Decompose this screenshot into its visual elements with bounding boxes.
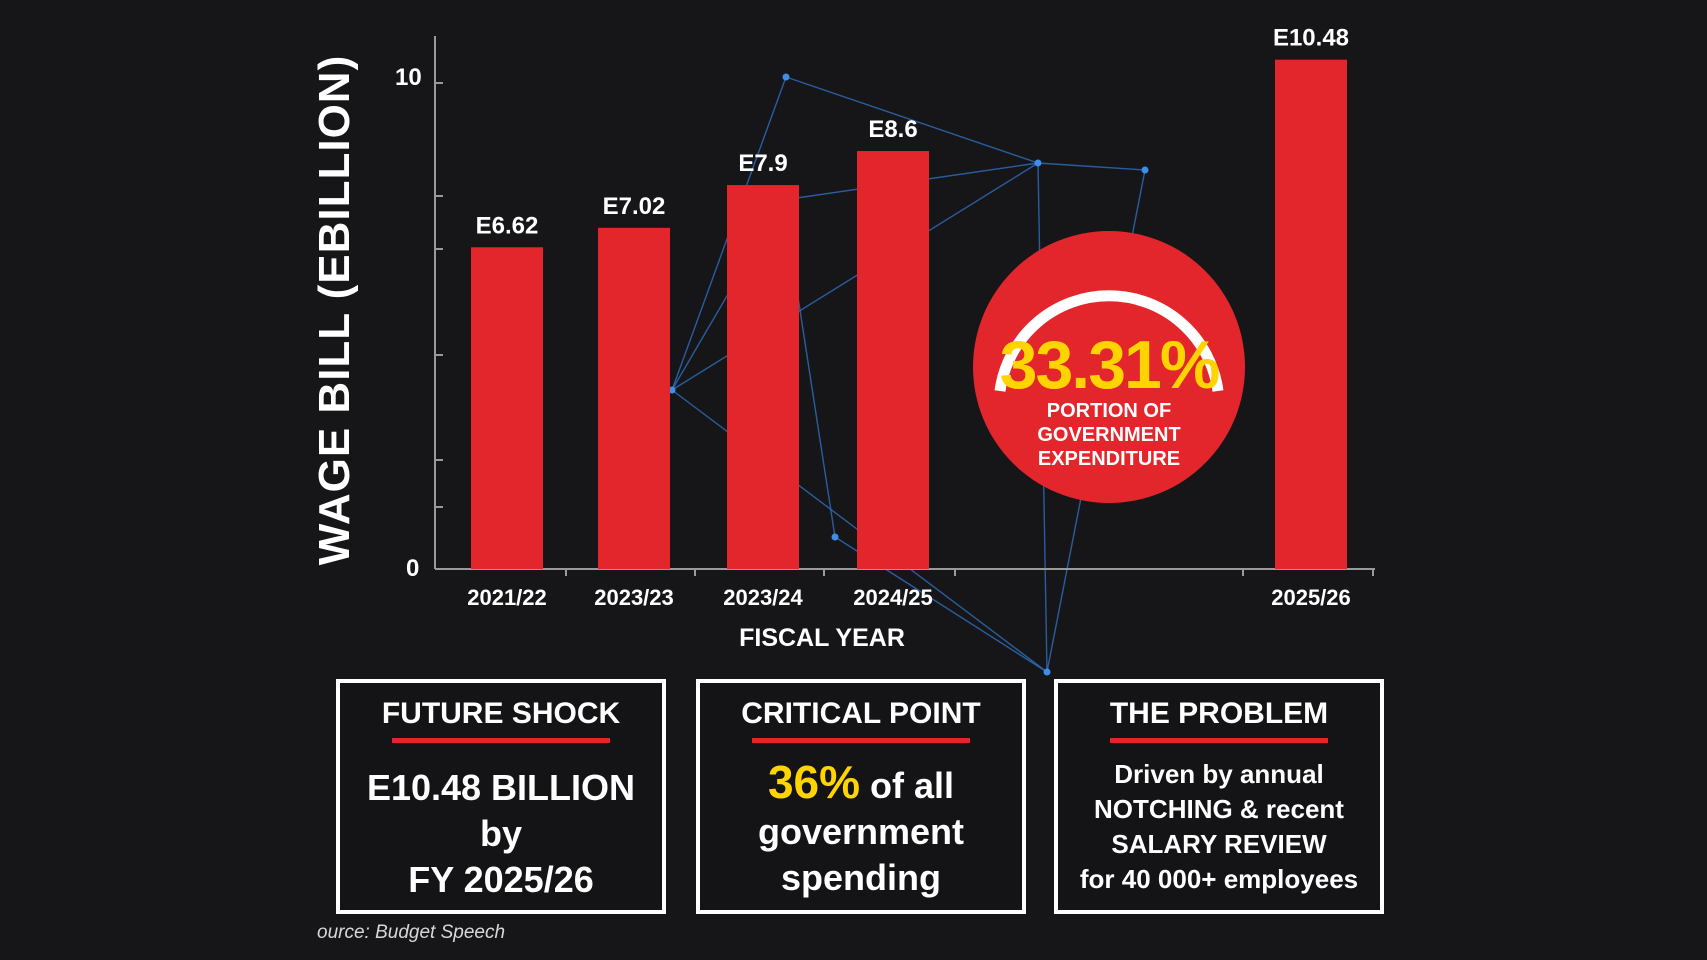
problem-line: for 40 000+ employees (1079, 864, 1359, 894)
critical-highlight-percent: 36% (767, 756, 861, 808)
network-node (782, 73, 790, 81)
title-underline (1110, 738, 1328, 743)
problem-line: SALARY REVIEW (1111, 829, 1327, 859)
source-note: ource: Budget Speech (317, 922, 506, 943)
network-line (1037, 162, 1146, 171)
problem-line: NOTCHING & recent (1094, 794, 1344, 824)
bar-value-label: E10.48 (1273, 25, 1349, 52)
x-tick-label: 2025/26 (1271, 585, 1351, 610)
critical-line-1-rest: of all (860, 765, 955, 806)
title-underline (752, 738, 970, 743)
the-problem-body: Driven by annual NOTCHING & recent SALAR… (1058, 757, 1380, 897)
badge-caption-line: GOVERNMENT (1037, 424, 1181, 446)
critical-point-body: 36% of all government spending (700, 759, 1022, 901)
network-node (1141, 166, 1149, 174)
future-shock-title: FUTURE SHOCK (381, 697, 621, 730)
the-problem-title: THE PROBLEM (1109, 697, 1329, 730)
critical-point-box: CRITICAL POINT 36% of all government spe… (696, 679, 1026, 914)
future-shock-box: FUTURE SHOCK E10.48 BILLION by FY 2025/2… (336, 679, 666, 914)
bar (598, 227, 670, 569)
x-tick-label: 2024/25 (853, 585, 933, 610)
bar (727, 185, 799, 569)
critical-line-1: 36% of all (700, 759, 1022, 809)
x-tick-label: 2021/22 (467, 585, 547, 610)
badge-percentage: 33.31% (999, 327, 1221, 403)
bar-value-label: E7.9 (738, 150, 787, 177)
future-line: E10.48 BILLION (366, 767, 636, 808)
bar-value-label: E6.62 (476, 212, 539, 239)
problem-line: Driven by annual (1114, 759, 1324, 789)
bar-value-label: E8.6 (868, 116, 917, 143)
x-tick-label: 2023/24 (723, 585, 803, 610)
future-line: by (479, 813, 522, 854)
bar (1275, 59, 1347, 570)
the-problem-box: THE PROBLEM Driven by annual NOTCHING & … (1054, 679, 1384, 914)
badge-caption-line: EXPENDITURE (1037, 448, 1181, 470)
y-axis-title: WAGE BILL (EBILLION) (310, 54, 359, 566)
bar-value-label: E7.02 (603, 193, 666, 220)
network-node (831, 533, 839, 541)
network-node (1043, 668, 1051, 676)
bar (471, 247, 543, 569)
x-axis-title: FISCAL YEAR (739, 624, 905, 652)
critical-point-title: CRITICAL POINT (741, 697, 981, 730)
future-line: FY 2025/26 (408, 859, 594, 900)
network-node (1034, 159, 1042, 167)
percentage-badge: 33.31% PORTION OF GOVERNMENT EXPENDITURE (973, 231, 1245, 503)
network-line (785, 76, 1039, 164)
title-underline (392, 738, 610, 743)
y-tick-label-zero: 0 (406, 555, 420, 582)
bar (857, 151, 929, 570)
critical-line-2: government (757, 811, 965, 852)
y-tick-label-top: 10 (395, 64, 422, 91)
x-tick-label: 2023/23 (594, 585, 674, 610)
badge-caption-line: PORTION OF (1046, 400, 1172, 422)
future-shock-body: E10.48 BILLION by FY 2025/26 (340, 765, 662, 903)
badge-caption: PORTION OF GOVERNMENT EXPENDITURE (1019, 399, 1199, 471)
critical-line-3: spending (781, 857, 941, 898)
network-node (668, 386, 676, 394)
badge-arc (994, 290, 1224, 392)
